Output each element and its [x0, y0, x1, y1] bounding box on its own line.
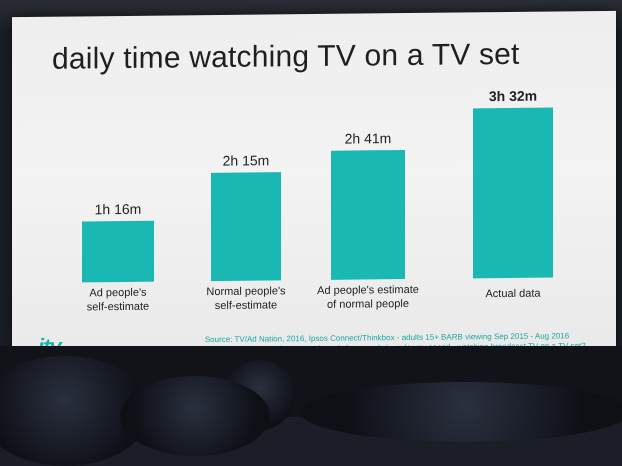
projection-screen: daily time watching TV on a TV set 1h 16… — [12, 10, 616, 370]
audience-silhouettes — [0, 346, 622, 466]
audience-head — [120, 376, 270, 456]
category-label: Ad people's estimate — [317, 284, 419, 297]
category-label: self-estimate — [87, 301, 149, 314]
bar-value-label: 3h 32m — [489, 88, 537, 105]
category-label: Actual data — [485, 288, 541, 301]
audience-head — [300, 382, 622, 442]
bar — [82, 220, 154, 283]
bar-value-label: 1h 16m — [95, 201, 142, 217]
bar — [211, 172, 281, 282]
category-label: Normal people's — [206, 285, 286, 298]
bar-value-label: 2h 15m — [223, 152, 270, 168]
category-label: of normal people — [327, 298, 409, 311]
bar — [331, 149, 405, 280]
category-label: self-estimate — [215, 299, 277, 312]
category-label: Ad people's — [89, 287, 147, 300]
bar-value-label: 2h 41m — [345, 130, 392, 146]
bar — [473, 107, 553, 279]
